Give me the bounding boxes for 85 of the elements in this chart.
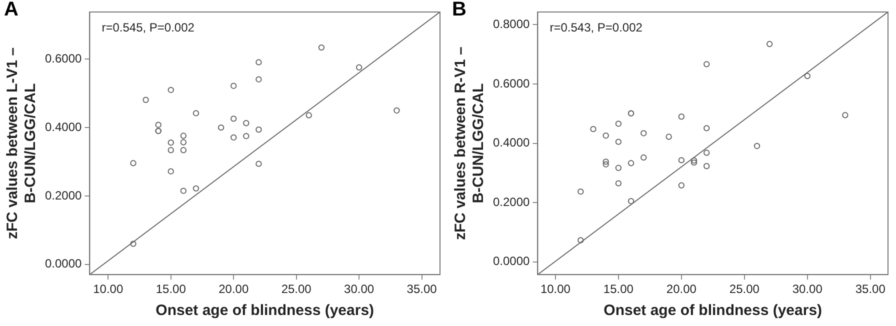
chart-title: A (4, 0, 18, 21)
x-tick-label: 25.00 (281, 282, 312, 296)
y-tick-label: 0.8000 (493, 17, 530, 32)
point (180, 188, 187, 194)
x-axis-title: Onset age of blindness (years) (604, 302, 822, 320)
point (155, 122, 162, 128)
y-tick-label: 0.6000 (45, 52, 82, 66)
point (306, 112, 312, 118)
x-tick-label: 30.00 (344, 282, 374, 296)
point (666, 134, 672, 140)
x-tick-label: 30.00 (792, 282, 823, 296)
point (168, 86, 174, 94)
y-tick-label: 0.4000 (493, 136, 530, 150)
point (578, 237, 584, 244)
point (256, 76, 262, 82)
point (256, 160, 262, 167)
y-axis-title: zFC values between L-V1 – B-CUN/LGG/CAL (4, 47, 40, 240)
point (640, 154, 647, 161)
point (243, 120, 250, 126)
point (243, 133, 250, 140)
point (192, 110, 200, 116)
x-tick-label: 15.00 (603, 282, 634, 296)
point (628, 198, 634, 204)
annotation: r=0.543, P=0.002 (550, 20, 643, 34)
x-tick-label: 20.00 (218, 282, 249, 296)
x-tick-label: 20.00 (666, 282, 697, 296)
y-tick-label: 0.6000 (493, 76, 530, 90)
point (754, 142, 760, 150)
point (615, 180, 622, 186)
point (602, 161, 609, 168)
point (602, 132, 609, 139)
point (602, 158, 609, 165)
y-axis-title: zFC values between R-V1 – B-CUN/LGG/CAL (452, 46, 488, 240)
point (168, 147, 174, 154)
point (168, 168, 174, 174)
y-tick-label: 0.2000 (45, 188, 82, 202)
point (256, 126, 262, 133)
point (615, 164, 622, 171)
point (678, 157, 685, 164)
point (168, 140, 174, 146)
point (704, 61, 710, 68)
x-tick-label: 35.00 (406, 282, 438, 296)
point (218, 124, 224, 131)
point (230, 116, 237, 122)
point (766, 40, 773, 48)
x-axis-title: Onset age of blindness (years) (156, 302, 374, 320)
y-tick-label: 0.0000 (45, 256, 82, 271)
annotation: r=0.545, P=0.002 (102, 20, 195, 34)
point (230, 134, 237, 141)
point (180, 132, 187, 139)
point (590, 126, 596, 132)
point (640, 130, 647, 136)
x-tick-label: 10.00 (93, 282, 124, 296)
x-tick-label: 15.00 (156, 282, 186, 296)
point (678, 114, 685, 120)
y-tick-label: 0.4000 (45, 120, 82, 134)
point (192, 185, 200, 192)
point (615, 120, 622, 127)
point (394, 107, 400, 114)
point (804, 72, 810, 80)
y-tick-label: 0.0000 (493, 254, 530, 268)
x-tick-label: 10.00 (540, 282, 571, 296)
point (615, 138, 622, 145)
point (690, 159, 698, 166)
point (142, 96, 149, 103)
point (230, 82, 237, 89)
point (578, 188, 584, 195)
point (180, 147, 187, 154)
point (704, 150, 710, 156)
point (130, 160, 136, 166)
point (356, 64, 362, 70)
x-tick-label: 25.00 (729, 282, 760, 296)
point (704, 125, 710, 132)
point (180, 139, 187, 146)
point (628, 160, 634, 166)
point (690, 157, 698, 164)
y-tick-label: 0.2000 (493, 194, 530, 209)
point (678, 182, 685, 188)
point (256, 59, 262, 66)
point (704, 163, 710, 170)
chart-title: B (452, 0, 466, 21)
point (318, 44, 325, 51)
x-tick-label: 35.00 (855, 282, 886, 296)
point (130, 240, 136, 247)
point (842, 112, 848, 118)
